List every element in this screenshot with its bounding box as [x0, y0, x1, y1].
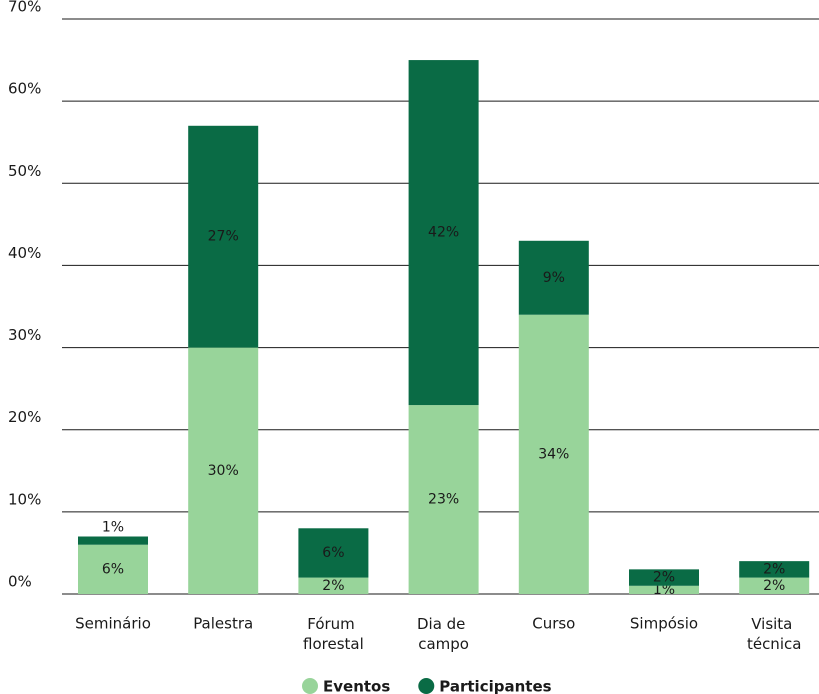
x-tick-label: Dia de campo — [417, 615, 470, 653]
bar-segment — [78, 544, 148, 594]
x-tick-line: técnica — [747, 635, 801, 653]
y-tick-label: 50% — [8, 162, 41, 180]
y-tick-label: 0% — [8, 573, 32, 591]
value-label: 1% — [653, 582, 675, 598]
value-label: 2% — [763, 578, 785, 594]
legend-swatch — [302, 678, 318, 694]
value-label: 30% — [208, 463, 239, 479]
bar-segment — [629, 569, 699, 586]
value-label: 2% — [322, 578, 344, 594]
bar-segment — [188, 125, 259, 348]
y-tick-label: 20% — [8, 408, 41, 426]
y-tick-label: 40% — [8, 244, 41, 262]
x-tick-label: Curso — [532, 615, 575, 633]
x-tick-label: Seminário — [75, 615, 151, 633]
value-label: 6% — [102, 561, 124, 577]
value-label: 23% — [428, 492, 459, 508]
bar-segment — [188, 347, 259, 594]
x-tick-label: Palestra — [193, 615, 253, 633]
value-label: 27% — [208, 229, 239, 245]
x-tick-label: Visita técnica — [747, 615, 801, 653]
bar-segment — [408, 405, 479, 594]
x-tick-line: florestal — [303, 635, 364, 653]
y-tick-label: 10% — [8, 490, 41, 508]
y-tick-label: 60% — [8, 80, 41, 98]
bar-segment — [298, 577, 369, 594]
legend-label: Participantes — [439, 678, 551, 694]
bar-segment — [629, 585, 699, 594]
x-tick-line: campo — [418, 635, 469, 653]
x-tick-label: Fórum florestal — [303, 615, 364, 653]
value-label: 9% — [543, 270, 565, 286]
bar-segment — [78, 536, 148, 545]
value-label: 42% — [428, 225, 459, 241]
value-label: 34% — [538, 446, 569, 462]
y-tick-label: 30% — [8, 326, 41, 344]
value-label: 2% — [763, 561, 785, 577]
x-tick-line: Fórum — [307, 615, 359, 633]
bar-segment — [739, 561, 810, 578]
y-tick-label: 70% — [8, 0, 41, 16]
bar-segment — [298, 528, 369, 578]
legend-label: Eventos — [323, 678, 390, 694]
bar-segment — [739, 577, 810, 594]
value-label: 1% — [102, 520, 124, 536]
x-tick-label: Simpósio — [630, 615, 698, 633]
bar-segment — [518, 240, 589, 315]
value-label: 6% — [322, 545, 344, 561]
x-tick-line: Dia de — [417, 615, 470, 633]
value-label: 2% — [653, 570, 675, 586]
bar-segment — [518, 314, 589, 594]
bar-segment — [408, 60, 479, 406]
legend-swatch — [418, 678, 435, 694]
x-tick-line: Visita — [751, 615, 797, 633]
